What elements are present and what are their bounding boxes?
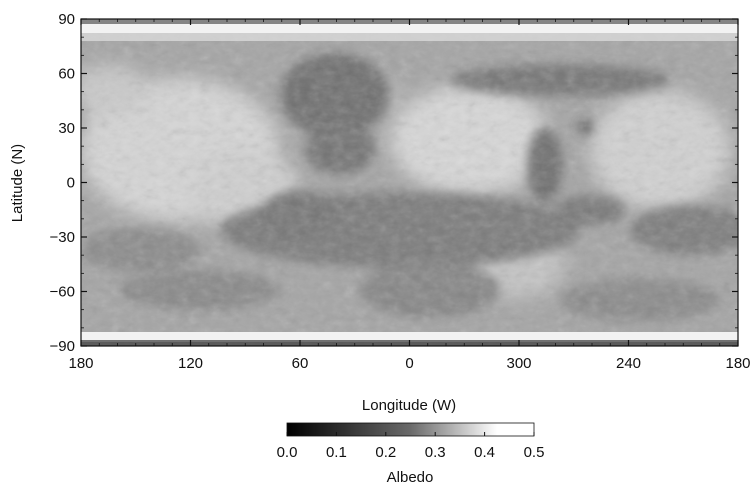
colorbar-tick-label: 0.0	[277, 444, 298, 461]
colorbar-title: Albedo	[387, 469, 434, 486]
x-tick-label: 180	[68, 355, 93, 372]
x-tick-label: 0	[405, 355, 413, 372]
y-tick-label: 90	[58, 11, 75, 28]
y-tick-label: −90	[50, 338, 75, 355]
y-tick-label: −30	[50, 229, 75, 246]
mars-albedo-map	[81, 19, 738, 346]
colorbar-tick-label: 0.5	[524, 444, 545, 461]
x-tick-label: 120	[178, 355, 203, 372]
colorbar-ticks: 0.0 0.1 0.2 0.3 0.4 0.5	[277, 432, 545, 461]
x-tick-label: 180	[725, 355, 750, 372]
x-axis-ticks: 180 120 60 0 300 240 180	[68, 19, 751, 372]
albedo-colorbar: 0.0 0.1 0.2 0.3 0.4 0.5 Albedo	[277, 422, 545, 486]
colorbar-gradient	[286, 422, 535, 437]
colorbar-tick-label: 0.1	[326, 444, 347, 461]
x-axis-title: Longitude (W)	[362, 397, 456, 414]
x-tick-label: 240	[616, 355, 641, 372]
y-axis-ticks: 90 60 30 0 −30 −60 −90	[50, 11, 738, 355]
x-tick-label: 300	[506, 355, 531, 372]
y-axis-title: Latitude (N)	[9, 144, 26, 222]
colorbar-tick-label: 0.3	[425, 444, 446, 461]
y-tick-label: 60	[58, 66, 75, 83]
colorbar-tick-label: 0.4	[474, 444, 495, 461]
south-polar-band	[81, 332, 738, 342]
y-tick-label: −60	[50, 284, 75, 301]
minor-ticks	[81, 19, 738, 346]
x-tick-label: 60	[292, 355, 309, 372]
colorbar-tick-label: 0.2	[375, 444, 396, 461]
y-tick-label: 30	[58, 120, 75, 137]
surface-texture	[81, 19, 738, 346]
y-tick-label: 0	[67, 175, 75, 192]
